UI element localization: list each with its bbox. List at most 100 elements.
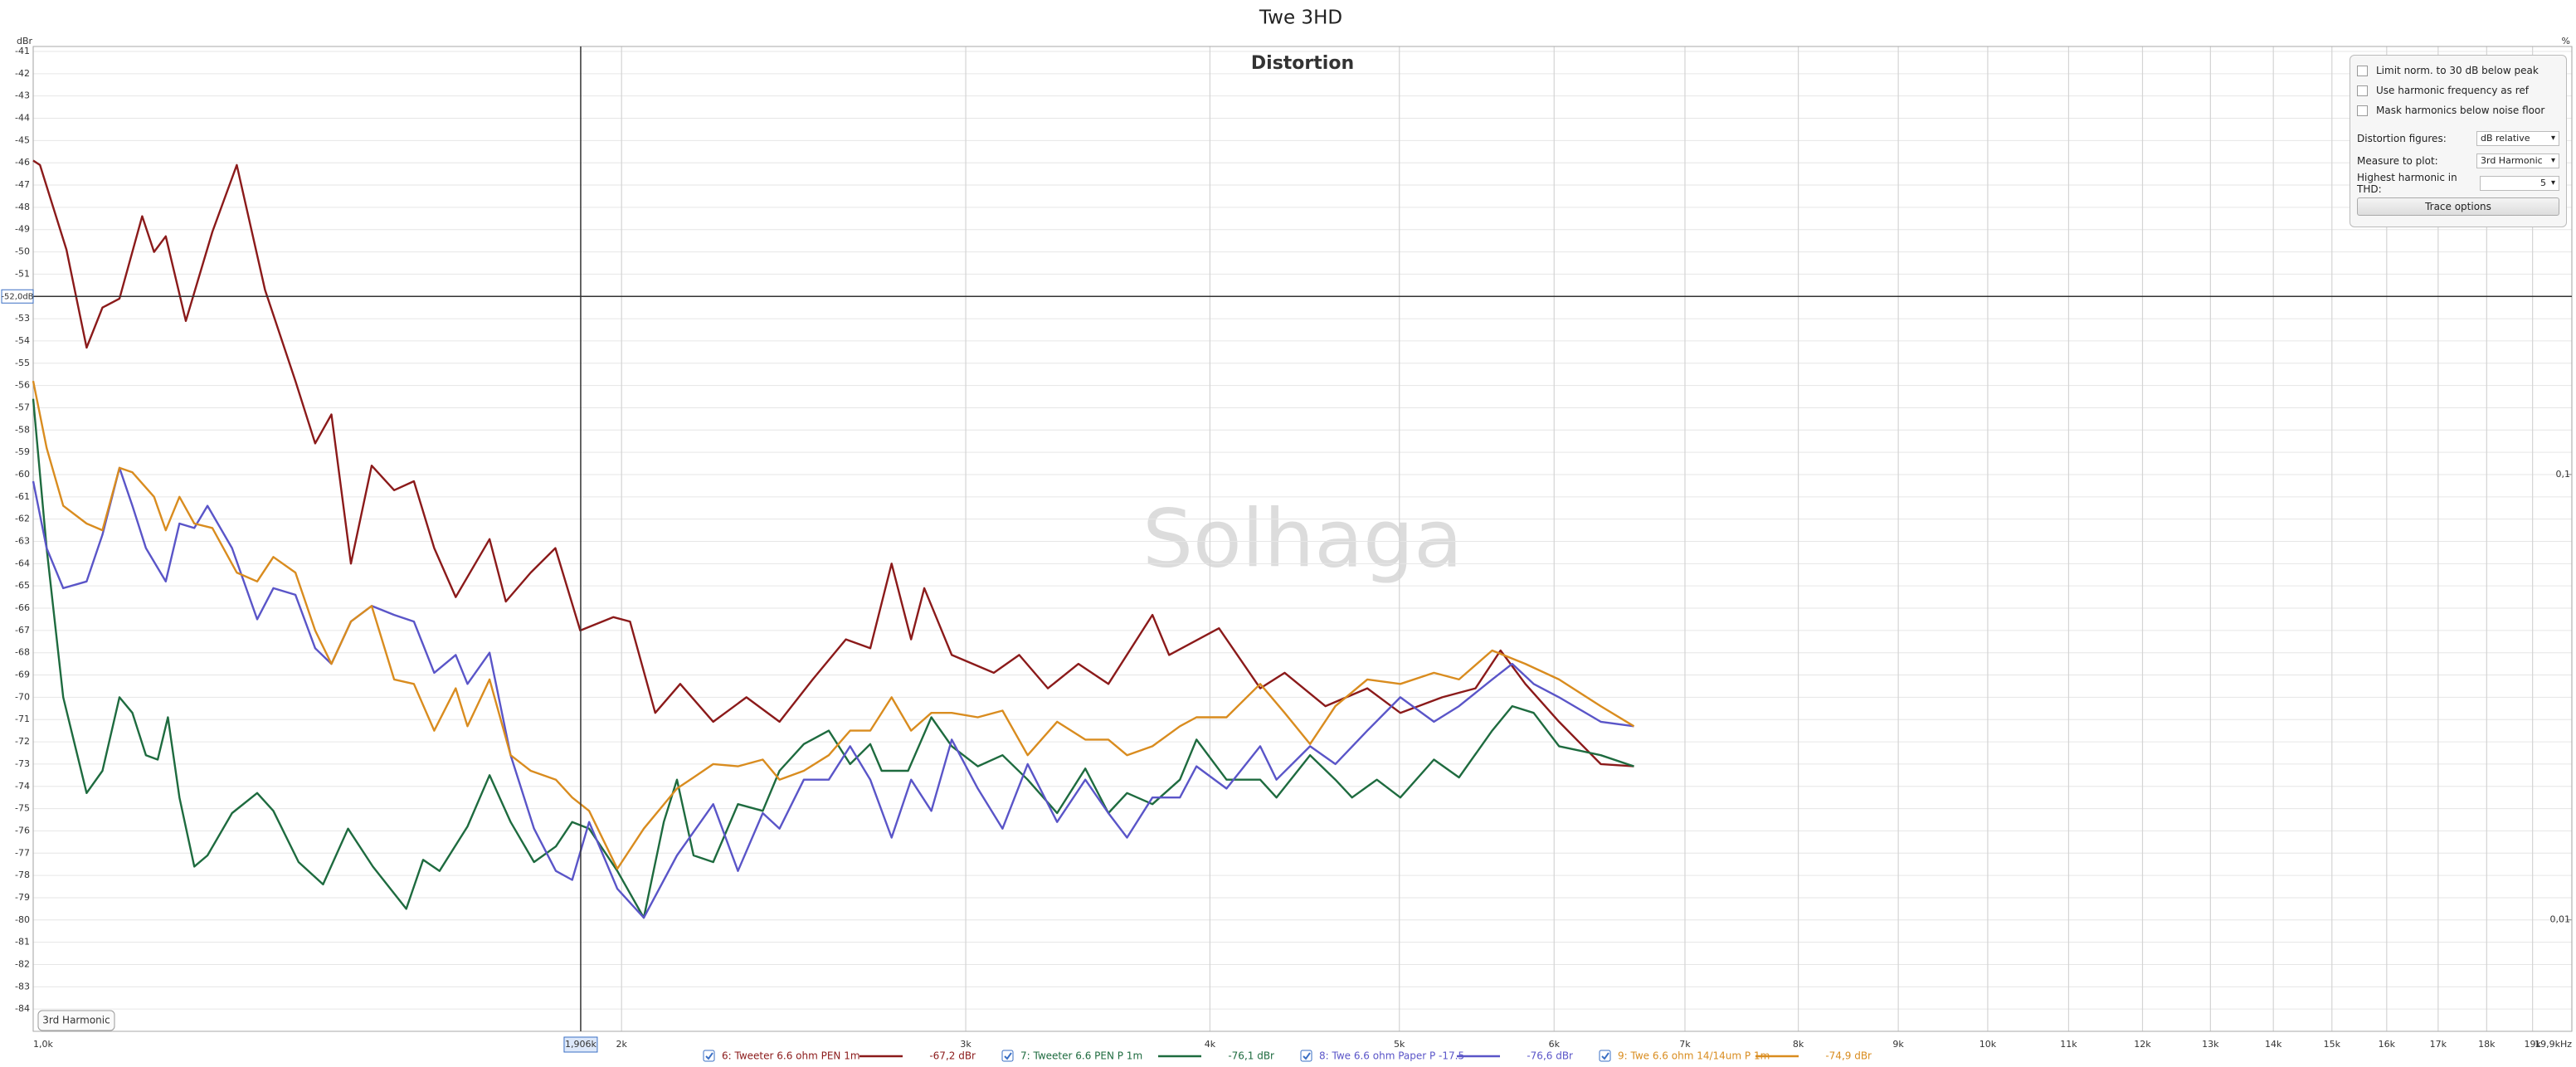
x-tick-label: 16k: [2379, 1039, 2396, 1050]
y-tick-label: -80: [15, 914, 30, 925]
x-tick-label: 10k: [1979, 1039, 1997, 1050]
y-tick-label: -42: [15, 68, 30, 79]
y-tick-label: -47: [15, 179, 30, 190]
x-tick-label: 11k: [2060, 1039, 2077, 1050]
cursor-x-label: 1,906k: [565, 1039, 597, 1050]
spinner[interactable]: 5: [2479, 175, 2559, 191]
checkbox[interactable]: [2357, 105, 2368, 116]
y-tick-label: -41: [15, 46, 30, 56]
x-tick-label: 18k: [2478, 1039, 2496, 1050]
legend-checkbox[interactable]: [1599, 1050, 1611, 1062]
checkbox[interactable]: [2357, 65, 2368, 76]
x-tick-label: 13k: [2202, 1039, 2219, 1050]
y-tick-label: -62: [15, 514, 30, 524]
y-tick-label: -79: [15, 892, 30, 903]
y-tick-label: -74: [15, 781, 30, 792]
y2-axis-unit: %: [2562, 36, 2570, 46]
legend-label: 8: Twe 6.6 ohm Paper P -17.5: [1319, 1050, 1464, 1062]
legend-label: 9: Twe 6.6 ohm 14/14um P 1m: [1618, 1050, 1770, 1062]
y-tick-label: -44: [15, 113, 30, 124]
data-line: [32, 159, 1634, 767]
y-tick-label: -78: [15, 870, 30, 880]
y-tick-label: -69: [15, 670, 30, 680]
data-line: [32, 380, 1635, 870]
dropdown-value: dB relative: [2481, 133, 2530, 144]
data-line: [32, 466, 1634, 919]
legend-check: [1004, 1052, 1012, 1060]
checkbox[interactable]: [2357, 85, 2368, 96]
checkbox-row[interactable]: Limit norm. to 30 dB below peak: [2357, 61, 2559, 80]
y-tick-label: -75: [15, 803, 30, 814]
button-label: Trace options: [2425, 201, 2491, 212]
y-tick-label: -84: [15, 1003, 30, 1014]
y-tick-label: -43: [15, 90, 30, 101]
legend-checkbox[interactable]: [1300, 1050, 1312, 1062]
checkbox-row[interactable]: Use harmonic frequency as ref: [2357, 80, 2559, 100]
y-tick-label: -77: [15, 847, 30, 858]
x-tick-label: 8k: [1793, 1039, 1804, 1050]
y-tick-label: -57: [15, 402, 30, 412]
plot-frame: [32, 46, 2573, 1032]
spinner-value: 5: [2539, 178, 2546, 188]
legend-readout: -74,9 dBr: [1825, 1050, 1872, 1062]
y-tick-label: -49: [15, 224, 30, 235]
badge-label: 3rd Harmonic: [42, 1015, 110, 1026]
cursor-y-box: [1, 289, 34, 304]
legend-checkbox[interactable]: [1001, 1050, 1014, 1062]
x-tick-label: 17k: [2430, 1039, 2447, 1050]
cursor-x-box: [563, 1036, 598, 1053]
legend-readout: -76,6 dBr: [1527, 1050, 1573, 1062]
y-tick-label: -63: [15, 536, 30, 547]
y-tick-label: -58: [15, 424, 30, 435]
x-tick-label: 7k: [1679, 1039, 1691, 1050]
x-tick-label: 9k: [1892, 1039, 1904, 1050]
field-label: Measure to plot:: [2357, 154, 2438, 167]
y-tick-label: -48: [15, 202, 30, 212]
grid: [32, 46, 2573, 1031]
y-tick-label: -72: [15, 736, 30, 747]
y-tick-label: -50: [15, 246, 30, 257]
dropdown[interactable]: 3rd Harmonic: [2476, 153, 2559, 168]
watermark: Solhaga: [1142, 492, 1463, 585]
field-label: Highest harmonic in THD:: [2357, 171, 2457, 195]
y-tick-label: -51: [15, 268, 30, 279]
y-tick-label: -76: [15, 825, 30, 836]
checkbox-row[interactable]: Mask harmonics below noise floor: [2357, 100, 2559, 120]
checkbox-label: Mask harmonics below noise floor: [2376, 105, 2545, 116]
x-tick-label: 3k: [960, 1039, 971, 1050]
badge-box: [37, 1010, 115, 1031]
y-tick-label: -71: [15, 714, 30, 724]
legend-checkbox[interactable]: [703, 1050, 715, 1062]
control-panel: Limit norm. to 30 dB below peak Use harm…: [2350, 55, 2567, 227]
checkbox-label: Limit norm. to 30 dB below peak: [2376, 65, 2539, 76]
y-tick-label: -56: [15, 380, 30, 391]
y-tick-label: -45: [15, 134, 30, 145]
x-tick-label: 5k: [1394, 1039, 1405, 1050]
data-line: [32, 398, 1634, 919]
y-tick-label: -66: [15, 602, 30, 613]
y-tick-label: -83: [15, 981, 30, 991]
legend-check: [1601, 1052, 1609, 1060]
dropdown[interactable]: dB relative: [2476, 130, 2559, 146]
button[interactable]: Trace options: [2357, 197, 2559, 216]
y-tick-label: -54: [15, 335, 30, 346]
x-tick-label: 19,9kHz: [2535, 1039, 2572, 1050]
y2-tick-label: 0,01: [2550, 914, 2571, 925]
x-tick-label: 12k: [2134, 1039, 2151, 1050]
y-tick-label: -73: [15, 758, 30, 769]
legend-check: [705, 1052, 713, 1060]
y-tick-label: -65: [15, 580, 30, 591]
y-tick-label: -59: [15, 446, 30, 457]
cursor-y-label: -52,0dB: [1, 292, 33, 301]
y-tick-label: -55: [15, 358, 30, 368]
legend-label: 6: Tweeter 6.6 ohm PEN 1m: [722, 1050, 860, 1062]
y-tick-label: -67: [15, 625, 30, 636]
y-tick-label: -81: [15, 937, 30, 948]
y-tick-label: -61: [15, 491, 30, 502]
y2-tick-label: 0,1: [2556, 469, 2571, 480]
legend-label: 7: Tweeter 6.6 PEN P 1m: [1020, 1050, 1142, 1062]
legend-readout: -67,2 dBr: [929, 1050, 976, 1062]
x-tick-label: 4k: [1205, 1039, 1216, 1050]
chart-title: Twe 3HD: [1259, 7, 1342, 29]
x-tick-label: 15k: [2324, 1039, 2341, 1050]
